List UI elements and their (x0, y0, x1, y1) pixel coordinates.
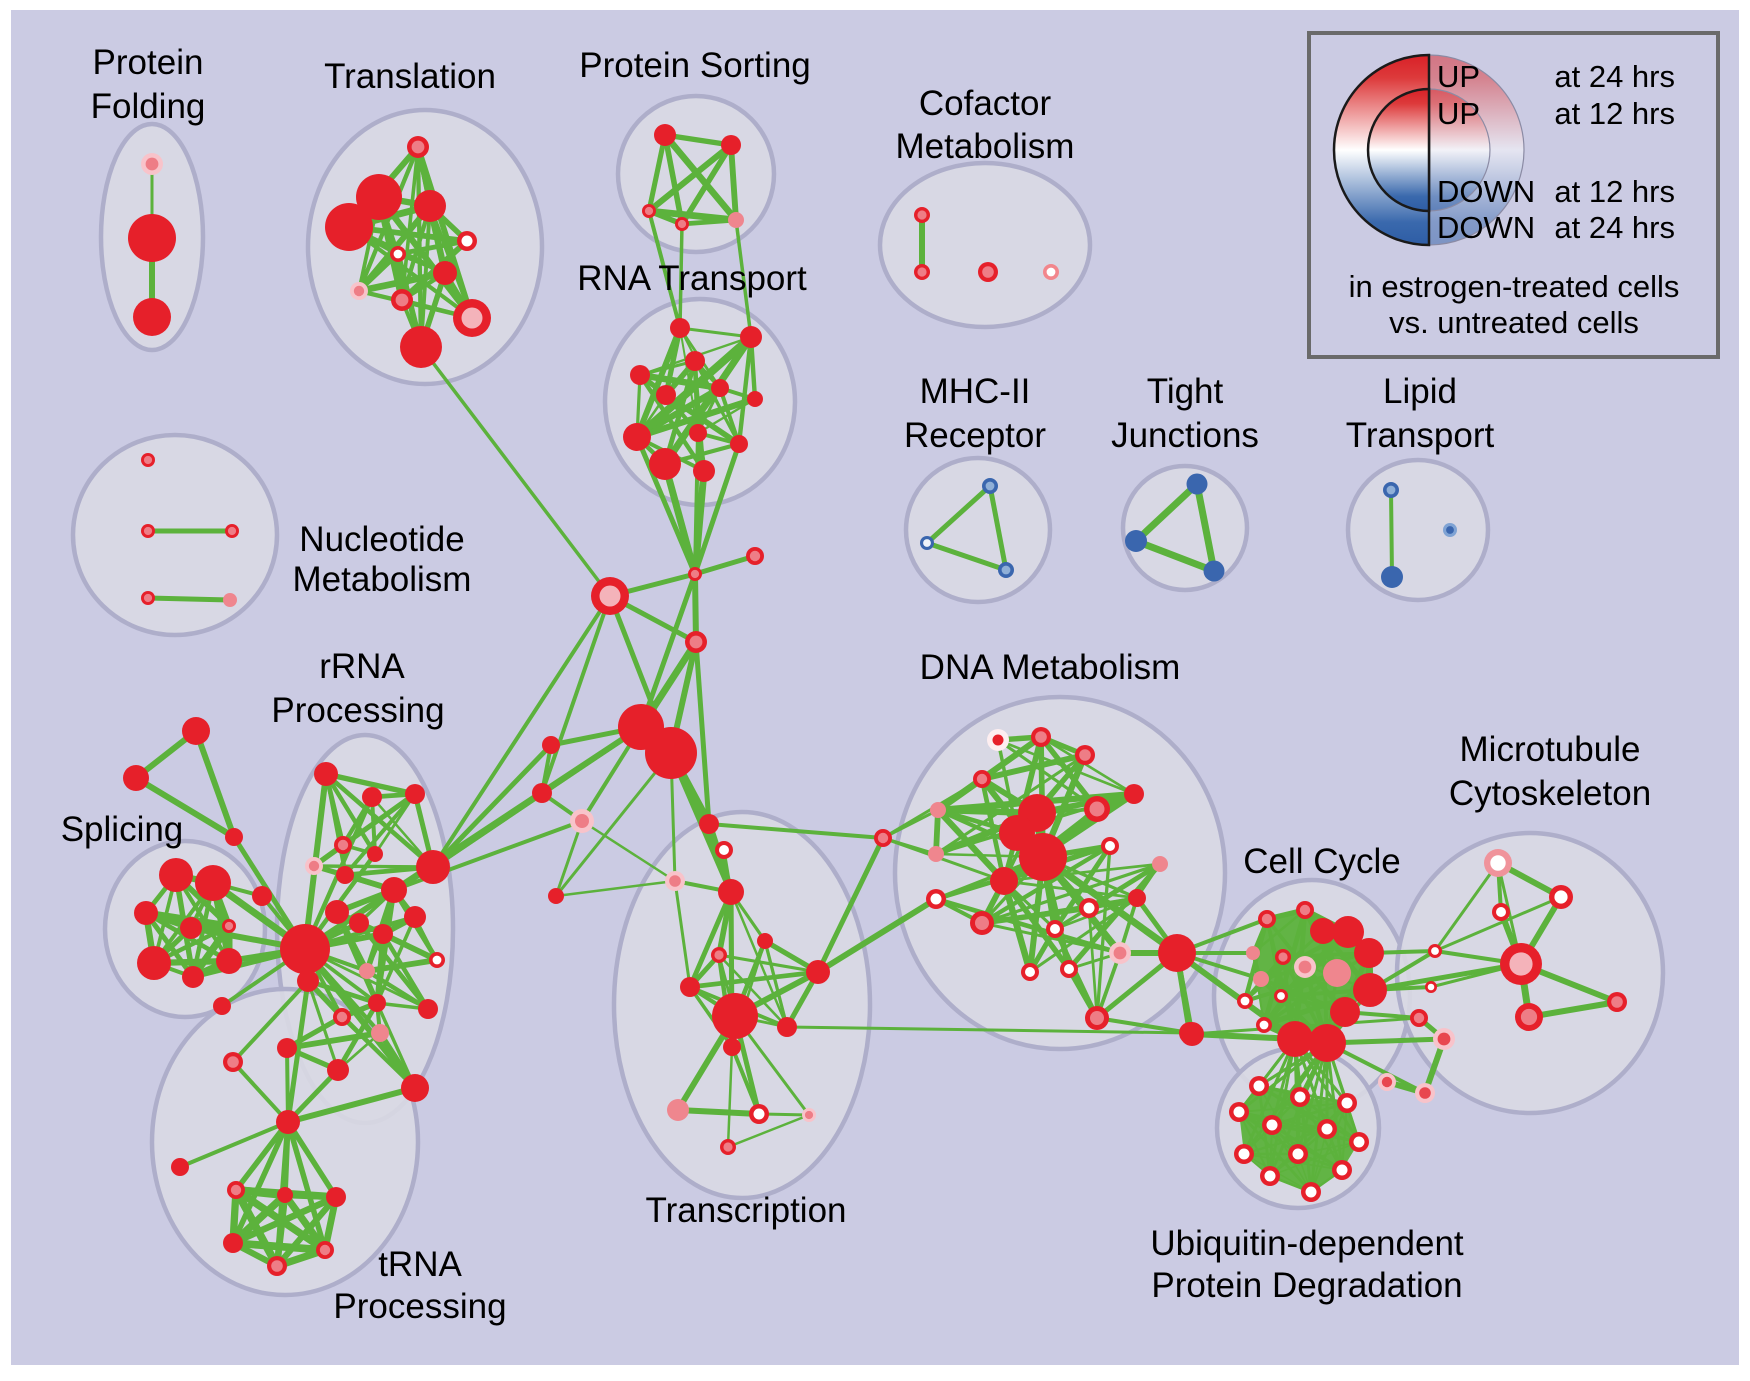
svg-text:DNA Metabolism: DNA Metabolism (920, 648, 1181, 687)
svg-text:Cytoskeleton: Cytoskeleton (1449, 774, 1651, 813)
svg-text:DOWN: DOWN (1437, 174, 1535, 209)
svg-text:at 24 hrs: at 24 hrs (1554, 59, 1675, 94)
svg-text:in estrogen-treated cells: in estrogen-treated cells (1349, 269, 1680, 304)
svg-text:Receptor: Receptor (904, 416, 1046, 455)
svg-text:Microtubule: Microtubule (1460, 730, 1641, 769)
svg-text:Transport: Transport (1346, 416, 1495, 455)
svg-text:Processing: Processing (333, 1287, 506, 1326)
svg-text:Junctions: Junctions (1111, 416, 1259, 455)
svg-text:Metabolism: Metabolism (293, 560, 472, 599)
svg-text:Folding: Folding (91, 87, 206, 126)
svg-text:rRNA: rRNA (319, 647, 405, 686)
svg-text:MHC-II: MHC-II (920, 372, 1031, 411)
svg-text:Cell Cycle: Cell Cycle (1243, 842, 1401, 881)
svg-text:Protein Sorting: Protein Sorting (579, 46, 811, 85)
svg-text:Translation: Translation (324, 57, 496, 96)
svg-text:RNA Transport: RNA Transport (577, 259, 807, 298)
svg-text:Ubiquitin-dependent: Ubiquitin-dependent (1150, 1224, 1464, 1263)
svg-text:Lipid: Lipid (1383, 372, 1457, 411)
svg-text:Protein Degradation: Protein Degradation (1151, 1266, 1462, 1305)
svg-text:Cofactor: Cofactor (919, 84, 1052, 123)
svg-text:Metabolism: Metabolism (896, 127, 1075, 166)
svg-text:Processing: Processing (271, 691, 444, 730)
svg-text:Splicing: Splicing (61, 810, 184, 849)
svg-text:UP: UP (1437, 96, 1480, 131)
svg-text:Protein: Protein (93, 43, 204, 82)
svg-text:vs. untreated cells: vs. untreated cells (1389, 305, 1639, 340)
svg-text:Tight: Tight (1147, 372, 1224, 411)
svg-text:DOWN: DOWN (1437, 210, 1535, 245)
svg-text:UP: UP (1437, 59, 1480, 94)
svg-text:Transcription: Transcription (646, 1191, 847, 1230)
svg-text:at 12 hrs: at 12 hrs (1554, 174, 1675, 209)
svg-text:Nucleotide: Nucleotide (299, 520, 464, 559)
svg-text:tRNA: tRNA (378, 1245, 462, 1284)
svg-text:at 12 hrs: at 12 hrs (1554, 96, 1675, 131)
svg-text:at 24 hrs: at 24 hrs (1554, 210, 1675, 245)
